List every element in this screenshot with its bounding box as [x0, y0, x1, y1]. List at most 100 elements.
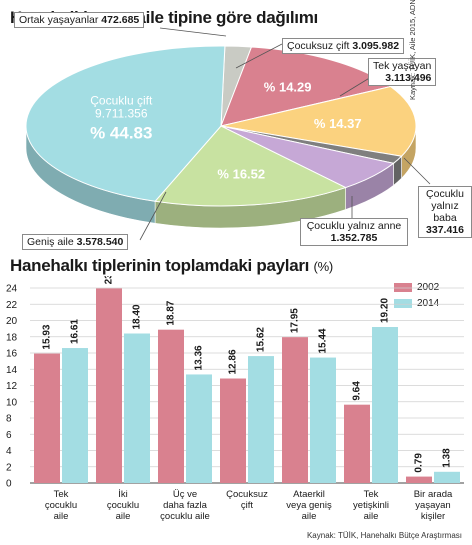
pie-slice-percent-label: % 14.37 — [314, 116, 362, 131]
y-tick-label: 16 — [6, 349, 18, 360]
bar-value-label: 18.40 — [132, 304, 143, 329]
bar-2014 — [124, 333, 150, 483]
x-category-label: Bir arada — [414, 489, 453, 500]
x-category-label: aile — [302, 511, 317, 522]
bar-2014 — [248, 356, 274, 483]
pie-slice — [25, 45, 226, 202]
y-tick-label: 18 — [6, 332, 18, 343]
x-category-label: daha fazla — [163, 500, 208, 511]
y-tick-label: 22 — [6, 300, 18, 311]
x-category-label: aile — [116, 511, 131, 522]
pie-chart: % 14.29 % 14.37 % 16.52 Çocuklu çift 9.711.3… — [0, 26, 472, 256]
bar-value-label: 17.95 — [290, 308, 301, 333]
x-category-label: veya geniş — [286, 500, 332, 511]
pie-slice-percent-label: % 44.83 — [90, 123, 152, 142]
y-tick-label: 4 — [6, 446, 12, 457]
bar-value-label: 1.38 — [442, 448, 453, 468]
legend-item-2014: 2014 — [394, 296, 439, 310]
pie-slice-name-label: Çocuklu çift — [90, 93, 153, 107]
callout-value: 1.352.785 — [330, 232, 378, 244]
y-tick-label: 12 — [6, 381, 18, 392]
callout-name: Çocuklu yalnız anne — [306, 220, 402, 232]
x-category-label: yetişkinli — [353, 500, 389, 511]
bar-value-label: 18.87 — [166, 300, 177, 325]
pie-slices — [25, 45, 417, 207]
callout-name: Çocuksuz çift — [287, 40, 350, 52]
y-tick-label: 0 — [6, 479, 12, 490]
bar-value-label: 16.61 — [70, 319, 81, 344]
bar-value-label: 15.93 — [42, 324, 53, 349]
pie-slice-percent-label: % 14.29 — [264, 80, 312, 95]
callout-name: Geniş aile — [27, 236, 74, 248]
x-category-label: Çocuksuz — [226, 489, 268, 500]
x-category-label: çocuklu — [107, 500, 139, 511]
bar-value-label: 15.44 — [318, 328, 329, 353]
bar-chart-unit: (%) — [313, 259, 334, 274]
callout-value: 337.416 — [426, 224, 464, 236]
y-tick-label: 6 — [6, 430, 12, 441]
callout-value: 3.578.540 — [76, 236, 124, 248]
bar-value-label: 23.95 — [104, 276, 115, 284]
bar-gridlines — [30, 287, 464, 484]
leader-line — [403, 157, 431, 185]
callout-value: 3.113.496 — [385, 72, 432, 84]
callout-ortak-yasayanlar: Ortak yaşayanlar 472.685 — [14, 12, 145, 28]
x-category-label: Üç ve — [173, 489, 197, 500]
leader-line — [139, 191, 167, 241]
bars — [34, 288, 460, 483]
y-tick-label: 20 — [6, 316, 18, 327]
bar-value-label: 13.36 — [194, 345, 205, 370]
y-tick-label: 24 — [6, 284, 18, 295]
callout-tek-yasayan: Tek yaşayan 3.113.496 — [368, 58, 437, 86]
x-category-label: Tek — [54, 489, 69, 500]
bar-value-label: 15.62 — [256, 327, 267, 352]
bar-chart-title-text: Hanehalkı tiplerinin toplamdaki payları — [10, 256, 310, 275]
bar-2014 — [310, 357, 336, 483]
bar-2014 — [434, 471, 460, 483]
bar-2002 — [344, 404, 370, 483]
x-category-label: İki — [118, 489, 128, 500]
bar-2002 — [34, 353, 60, 483]
legend-label: 2002 — [417, 281, 440, 293]
legend-swatch — [394, 298, 412, 308]
x-category-label: çift — [241, 500, 254, 511]
x-category-label: kişiler — [421, 511, 445, 522]
x-category-label: aile — [364, 511, 379, 522]
pie-slice-value-label: 9.711.356 — [95, 106, 148, 120]
x-category-label: Ataerkil — [293, 489, 325, 500]
x-category-label: yaşayan — [415, 500, 450, 511]
callout-genis-aile: Geniş aile 3.578.540 — [22, 234, 129, 250]
y-tick-label: 2 — [6, 462, 12, 473]
bar-2002 — [220, 378, 246, 483]
bar-legend: 2002 2014 — [394, 280, 439, 312]
bar-chart-svg: 02468101214161820222415.9316.6123.9518.4… — [6, 259, 464, 522]
callout-cocuklu-yalniz-baba: Çocuklu yalnız baba 337.416 — [418, 186, 472, 238]
callout-name: Tek yaşayan — [373, 60, 432, 72]
callout-cocuksuz-cift: Çocuksuz çift 3.095.982 — [282, 38, 405, 54]
callout-value: 3.095.982 — [352, 40, 400, 52]
y-tick-label: 14 — [6, 365, 18, 376]
callout-cocuklu-yalniz-anne: Çocuklu yalnız anne 1.352.785 — [300, 218, 408, 246]
callout-name: Çocuklu yalnız baba — [426, 188, 464, 224]
bar-2014 — [372, 327, 398, 483]
bar-value-label: 12.86 — [228, 349, 239, 374]
pie-slice-percent-label: % 16.52 — [217, 166, 265, 181]
pie-slice — [154, 125, 347, 207]
bar-value-label: 9.64 — [352, 381, 363, 401]
x-category-label: aile — [54, 511, 69, 522]
x-category-label: çocuklu — [45, 500, 77, 511]
pie-labels: % 14.29 % 14.37 % 16.52 Çocuklu çift9.711.3… — [90, 80, 362, 182]
x-category-label: Tek — [364, 489, 379, 500]
legend-item-2002: 2002 — [394, 280, 439, 294]
leader-line — [235, 43, 283, 69]
bar-chart-title: Hanehalkı tiplerinin toplamdaki payları … — [10, 256, 333, 276]
bar-2002 — [96, 288, 122, 483]
y-tick-label: 8 — [6, 414, 12, 425]
y-tick-label: 10 — [6, 397, 18, 408]
bar-2002 — [406, 476, 432, 483]
bar-chart: 02468101214161820222415.9316.6123.9518.4… — [0, 259, 472, 526]
leader-line — [159, 27, 227, 37]
x-category-label: çocuklu aile — [160, 511, 210, 522]
